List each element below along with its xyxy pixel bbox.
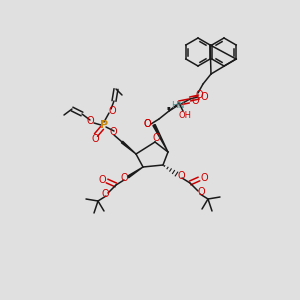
Text: O: O bbox=[143, 119, 151, 129]
Text: O: O bbox=[191, 96, 199, 106]
Text: HN: HN bbox=[171, 100, 185, 109]
Text: O: O bbox=[108, 106, 116, 116]
Text: O: O bbox=[195, 90, 203, 100]
Text: O: O bbox=[109, 127, 117, 137]
Text: O: O bbox=[143, 119, 151, 129]
Text: O: O bbox=[152, 133, 160, 143]
Text: O: O bbox=[86, 116, 94, 126]
Text: O: O bbox=[101, 189, 109, 199]
Text: OH: OH bbox=[178, 110, 191, 119]
Text: O: O bbox=[120, 173, 128, 183]
Text: O: O bbox=[98, 175, 106, 185]
Polygon shape bbox=[121, 141, 136, 154]
Text: O: O bbox=[197, 187, 205, 197]
Text: O: O bbox=[200, 92, 208, 102]
Polygon shape bbox=[128, 167, 143, 178]
Text: O: O bbox=[177, 171, 185, 181]
Text: P: P bbox=[100, 120, 108, 130]
Text: ▪: ▪ bbox=[166, 106, 170, 110]
Text: O: O bbox=[91, 134, 99, 144]
Polygon shape bbox=[153, 124, 168, 152]
Text: O: O bbox=[200, 173, 208, 183]
